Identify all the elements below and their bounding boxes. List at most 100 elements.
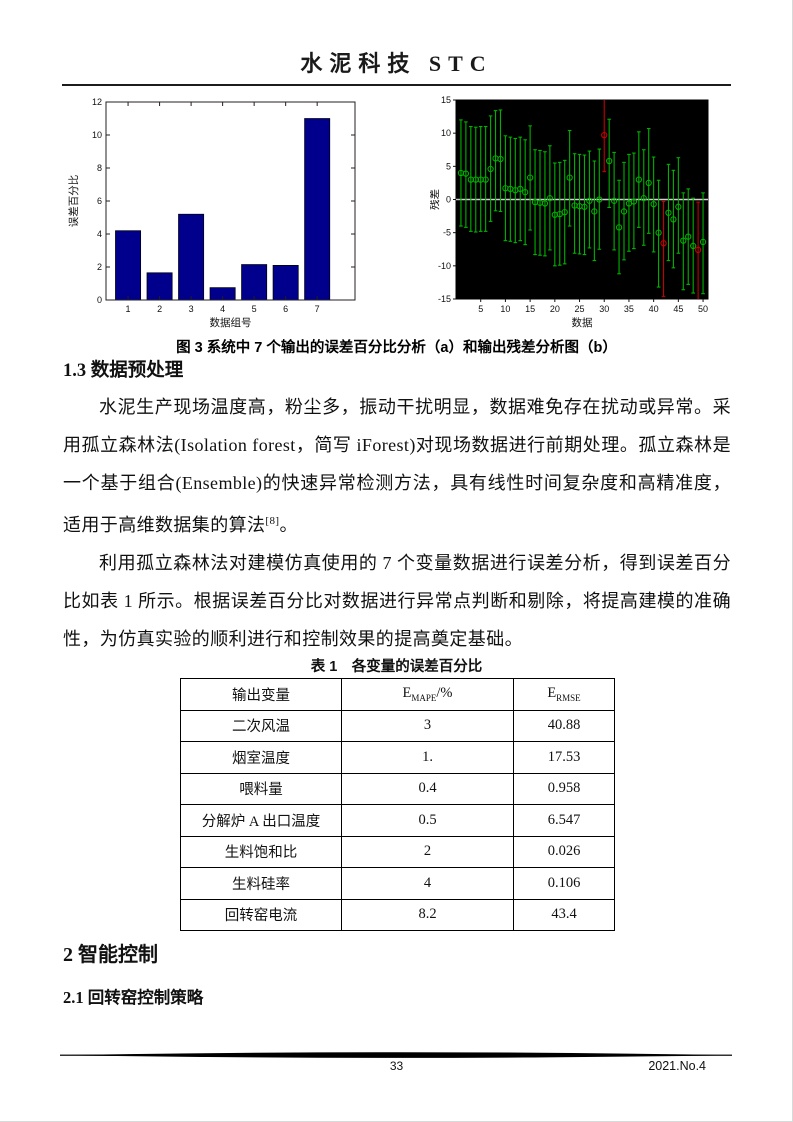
errorbar-point xyxy=(541,151,549,257)
errorbar-outlier xyxy=(601,100,608,173)
footer-rule xyxy=(60,1052,732,1058)
errorbar-point xyxy=(635,131,642,228)
x-tick-label: 2 xyxy=(157,304,162,314)
errorbar-point xyxy=(699,192,707,295)
errorbar-point xyxy=(566,129,573,227)
x-axis-label: 数据 xyxy=(572,316,593,329)
y-tick-label: -5 xyxy=(443,228,451,238)
errorbar-point xyxy=(606,118,613,209)
table-cell: 43.4 xyxy=(513,898,615,931)
bar xyxy=(241,264,268,301)
y-tick-label: 0 xyxy=(97,295,102,305)
residual-chart-svg: -15 -10 -5 0 5 10 15 5 10 15 20 25 30 35 40 45 50 数据 残差 xyxy=(428,95,709,329)
y-tick-label: 10 xyxy=(441,128,451,138)
col-header-variable: 输出变量 xyxy=(180,678,342,711)
bar xyxy=(178,213,205,301)
x-tick-label: 40 xyxy=(649,304,659,314)
table-cell: 4 xyxy=(341,867,514,900)
y-axis-label: 残差 xyxy=(430,189,441,210)
errorbar-point xyxy=(670,169,677,269)
table-cell: 1. xyxy=(341,741,514,774)
table-cell: 回转窑电流 xyxy=(180,898,342,931)
x-tick-label: 45 xyxy=(673,304,683,314)
errorbar-point xyxy=(526,125,534,231)
table-caption: 表 1 各变量的误差百分比 xyxy=(310,659,483,675)
header-rule xyxy=(62,84,731,86)
section-title: 数据预处理 xyxy=(90,359,184,380)
residual-chart: -15 -10 -5 0 5 10 15 5 10 15 20 25 30 35 40 45 50 数据 残差 xyxy=(428,93,735,338)
bar xyxy=(115,230,142,301)
x-tick-label: 6 xyxy=(283,304,288,314)
table-row: 分解炉 A 出口温度 0.5 6.547 xyxy=(180,804,615,837)
section-title: 回转窑控制策略 xyxy=(87,989,204,1007)
errorbar-point xyxy=(640,149,647,246)
col-header-ermse: ERMSE xyxy=(513,678,615,711)
y-tick-label: 5 xyxy=(446,161,451,171)
bar xyxy=(304,118,331,301)
x-tick-label: 15 xyxy=(525,304,535,314)
error-table: 输出变量 EMAPE/% ERMSE 二次风温 3 40.88 烟室温度 1. 17.53… xyxy=(180,678,615,931)
table-row: 喂料量 0.4 0.958 xyxy=(180,772,615,805)
table-cell: 6.547 xyxy=(513,804,615,837)
table-cell: 3 xyxy=(341,709,514,742)
errorbar-point xyxy=(462,121,470,228)
x-tick-label: 25 xyxy=(575,304,585,314)
body-text: 水泥生产现场温度高，粉尘多，振动干扰明显，数据难免存在扰动或异常。采用孤立森林法… xyxy=(63,388,731,658)
x-tick-label: 4 xyxy=(220,304,225,314)
journal-title: 水泥科技 STC xyxy=(300,51,493,76)
table-row: 烟室温度 1. 17.53 xyxy=(180,741,615,774)
x-tick-label: 30 xyxy=(599,304,609,314)
errorbar-point xyxy=(596,148,603,250)
y-tick-label: 12 xyxy=(92,97,102,107)
y-axis: 0 2 4 6 8 10 12 xyxy=(92,97,355,305)
errorbar-point xyxy=(482,125,489,232)
table-row: 生料饱和比 2 0.026 xyxy=(180,835,615,868)
errorbar-point xyxy=(497,109,504,212)
errorbar-point xyxy=(610,151,618,251)
bars xyxy=(115,118,331,301)
errorbar-point xyxy=(591,160,598,262)
errorbar-point xyxy=(487,115,494,222)
reference-mark: [8] xyxy=(265,515,280,527)
errorbar-point xyxy=(571,153,578,254)
y-axis: -15 -10 -5 0 5 10 15 xyxy=(438,95,456,304)
y-tick-label: 2 xyxy=(97,262,102,272)
bar xyxy=(146,272,173,301)
x-tick-label: 5 xyxy=(252,304,257,314)
bar-chart: 0 2 4 6 8 10 12 1 2 3 4 5 6 7 数据组号 误差百分比 xyxy=(64,96,391,337)
y-tick-label: 4 xyxy=(97,229,102,239)
errorbar-point xyxy=(586,150,593,249)
section-heading-1-3: 1.3 数据预处理 xyxy=(63,356,183,382)
errorbar-point xyxy=(675,157,682,254)
table-cell: 40.88 xyxy=(513,709,615,742)
section-number: 2 xyxy=(63,944,73,966)
table-cell: 烟室温度 xyxy=(180,741,342,774)
errorbar-point xyxy=(665,163,672,262)
table-cell: 0.4 xyxy=(341,772,514,805)
table-cell: 生料饱和比 xyxy=(180,835,342,868)
issue-label: 2021.No.4 xyxy=(648,1059,706,1073)
y-tick-label: 15 xyxy=(441,95,451,105)
table-cell: 生料硅率 xyxy=(180,867,342,900)
x-tick-label: 3 xyxy=(189,304,194,314)
table-cell: 0.026 xyxy=(513,835,615,868)
errorbar-point xyxy=(680,192,687,291)
table-cell: 二次风温 xyxy=(180,709,342,742)
x-tick-label: 5 xyxy=(478,304,483,314)
errorbar-point xyxy=(522,139,529,246)
errorbar-point xyxy=(620,161,628,261)
table-cell: 喂料量 xyxy=(180,772,342,805)
x-tick-label: 20 xyxy=(550,304,560,314)
errorbar-point xyxy=(561,159,568,265)
y-tick-label: 0 xyxy=(446,195,451,205)
section-heading-2-1: 2.1 回转窑控制策略 xyxy=(63,984,203,1008)
x-axis: 5 10 15 20 25 30 35 40 45 50 xyxy=(478,299,708,314)
table-row: 生料硅率 4 0.106 xyxy=(180,867,615,900)
paragraph-1: 水泥生产现场温度高，粉尘多，振动干扰明显，数据难免存在扰动或异常。采用孤立森林法… xyxy=(63,388,731,544)
errorbar-point xyxy=(650,156,657,253)
errorbar-outlier xyxy=(694,201,702,299)
section-heading-2: 2 智能控制 xyxy=(63,938,158,967)
y-tick-label: -10 xyxy=(438,261,451,271)
